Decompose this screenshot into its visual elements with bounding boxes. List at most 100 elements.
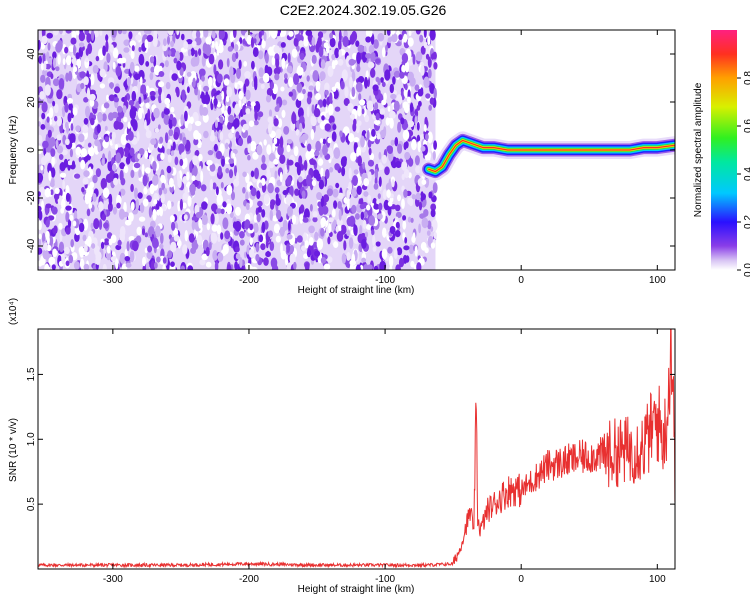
noise-speckle (99, 83, 106, 89)
noise-speckle (338, 49, 342, 58)
noise-speckle (195, 211, 203, 219)
noise-speckle (170, 261, 175, 268)
noise-speckle (191, 216, 198, 222)
noise-speckle (299, 135, 303, 144)
noise-speckle (126, 76, 131, 87)
noise-speckle (247, 143, 251, 154)
noise-speckle (412, 54, 416, 65)
noise-speckle (238, 59, 242, 70)
noise-speckle (152, 175, 159, 186)
noise-speckle (365, 224, 373, 230)
noise-speckle (375, 58, 381, 64)
noise-speckle (375, 241, 381, 247)
noise-speckle (289, 185, 294, 198)
noise-speckle (364, 76, 368, 89)
noise-speckle (352, 175, 358, 187)
noise-speckle (51, 206, 58, 215)
noise-speckle (195, 149, 200, 157)
noise-speckle (332, 188, 339, 198)
noise-speckle (119, 252, 126, 264)
noise-speckle (332, 124, 337, 131)
noise-speckle (343, 240, 347, 251)
noise-speckle (385, 44, 388, 53)
noise-speckle (197, 89, 201, 101)
noise-speckle (47, 217, 50, 227)
noise-speckle (412, 232, 416, 244)
noise-speckle (219, 116, 224, 124)
noise-speckle (268, 160, 275, 169)
noise-speckle (72, 220, 77, 227)
noise-speckle (394, 137, 399, 147)
noise-speckle (68, 45, 75, 53)
noise-speckle (52, 100, 56, 107)
noise-speckle (111, 163, 117, 172)
noise-speckle (43, 60, 47, 71)
noise-speckle (253, 120, 259, 126)
noise-speckle (296, 82, 303, 93)
noise-speckle (103, 102, 110, 109)
noise-speckle (172, 141, 176, 151)
noise-speckle (149, 56, 155, 64)
noise-speckle (395, 221, 400, 229)
noise-speckle (231, 191, 235, 201)
noise-speckle (303, 232, 307, 243)
noise-speckle (222, 244, 229, 255)
noise-speckle (273, 137, 278, 145)
noise-speckle (159, 136, 164, 144)
noise-speckle (65, 30, 72, 34)
noise-speckle (280, 42, 286, 48)
noise-speckle (380, 77, 385, 83)
noise-speckle (43, 242, 48, 251)
noise-speckle (275, 128, 282, 139)
noise-speckle (167, 200, 172, 210)
noise-speckle (211, 224, 218, 232)
noise-speckle (280, 250, 287, 260)
noise-speckle (166, 148, 171, 155)
noise-speckle (416, 262, 422, 270)
noise-speckle (203, 30, 209, 38)
noise-speckle (65, 260, 70, 267)
noise-speckle (183, 40, 189, 50)
noise-speckle (260, 177, 266, 186)
noise-speckle (308, 85, 315, 91)
noise-speckle (207, 150, 214, 156)
noise-speckle (251, 60, 255, 70)
noise-speckle (184, 230, 188, 242)
noise-speckle (98, 219, 103, 230)
noise-speckle (194, 50, 198, 58)
noise-speckle (348, 215, 356, 227)
noise-speckle (108, 150, 112, 162)
noise-speckle (65, 227, 71, 235)
noise-speckle (235, 131, 240, 139)
noise-speckle (158, 85, 162, 96)
noise-speckle (95, 168, 101, 178)
noise-speckle (326, 188, 333, 197)
noise-speckle (288, 91, 293, 97)
noise-speckle (320, 217, 327, 228)
noise-speckle (226, 203, 233, 215)
noise-speckle (127, 212, 134, 222)
noise-speckle (100, 178, 108, 190)
noise-speckle (261, 221, 266, 234)
noise-speckle (102, 187, 110, 199)
y-tick-label: -20 (26, 190, 37, 205)
noise-speckle (124, 256, 131, 262)
noise-speckle (404, 61, 410, 73)
noise-speckle (357, 44, 365, 53)
noise-speckle (162, 43, 168, 52)
noise-speckle (405, 255, 410, 263)
noise-speckle (56, 145, 64, 154)
noise-speckle (257, 111, 264, 118)
noise-speckle (340, 156, 347, 168)
noise-speckle (106, 52, 111, 64)
noise-speckle (134, 65, 140, 72)
noise-speckle (169, 47, 177, 57)
noise-speckle (161, 111, 165, 119)
noise-speckle (71, 160, 76, 168)
y-tick-label: 20 (26, 96, 37, 108)
colorbar-tick-label: 0.4 (743, 167, 750, 181)
noise-speckle (112, 47, 119, 59)
noise-speckle (242, 123, 249, 131)
